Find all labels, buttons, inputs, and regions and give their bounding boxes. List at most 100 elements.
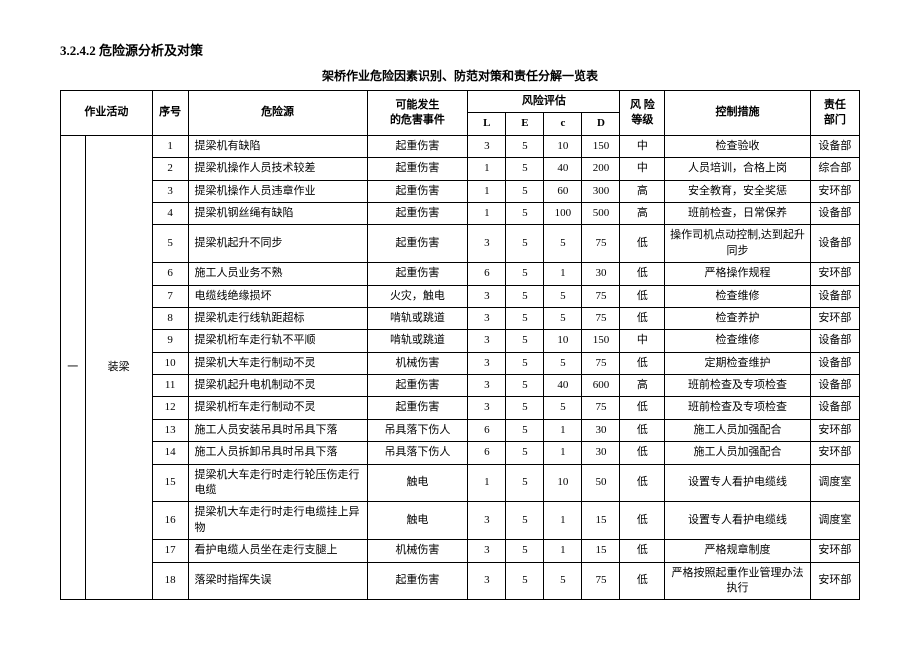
cell-D: 150 xyxy=(582,330,620,352)
cell-L: 6 xyxy=(468,419,506,441)
cell-L: 3 xyxy=(468,502,506,540)
cell-level: 低 xyxy=(620,562,665,600)
cell-event: 起重伤害 xyxy=(367,202,468,224)
cell-event: 起重伤害 xyxy=(367,135,468,157)
cell-level: 低 xyxy=(620,442,665,464)
cell-seq: 4 xyxy=(152,202,188,224)
table-row: 3提梁机操作人员违章作业起重伤害1560300高安全教育，安全奖惩安环部 xyxy=(61,180,860,202)
cell-event: 起重伤害 xyxy=(367,562,468,600)
cell-L: 3 xyxy=(468,562,506,600)
cell-L: 1 xyxy=(468,158,506,180)
cell-dept: 安环部 xyxy=(810,307,859,329)
cell-seq: 14 xyxy=(152,442,188,464)
cell-control: 施工人员加强配合 xyxy=(665,442,810,464)
cell-seq: 17 xyxy=(152,540,188,562)
cell-hazard: 施工人员拆卸吊具时吊具下落 xyxy=(188,442,367,464)
cell-E: 5 xyxy=(506,225,544,263)
cell-event: 起重伤害 xyxy=(367,180,468,202)
th-control: 控制措施 xyxy=(665,91,810,136)
table-row: 17看护电缆人员坐在走行支腿上机械伤害35115低严格规章制度安环部 xyxy=(61,540,860,562)
cell-hazard: 提梁机起升电机制动不灵 xyxy=(188,375,367,397)
cell-seq: 5 xyxy=(152,225,188,263)
cell-seq: 15 xyxy=(152,464,188,502)
cell-event: 起重伤害 xyxy=(367,397,468,419)
cell-D: 30 xyxy=(582,263,620,285)
hazard-table: 作业活动 序号 危险源 可能发生的危害事件 风险评估 风 险等级 控制措施 责任… xyxy=(60,90,860,600)
cell-c: 5 xyxy=(544,307,582,329)
cell-D: 30 xyxy=(582,442,620,464)
th-risk-level: 风 险等级 xyxy=(620,91,665,136)
cell-L: 6 xyxy=(468,442,506,464)
cell-L: 3 xyxy=(468,135,506,157)
cell-seq: 1 xyxy=(152,135,188,157)
cell-dept: 设备部 xyxy=(810,285,859,307)
cell-hazard: 提梁机操作人员技术较差 xyxy=(188,158,367,180)
cell-level: 低 xyxy=(620,352,665,374)
cell-D: 300 xyxy=(582,180,620,202)
cell-dept: 调度室 xyxy=(810,502,859,540)
cell-control: 检查维修 xyxy=(665,330,810,352)
table-row: 5提梁机起升不同步起重伤害35575低操作司机点动控制,达到起升同步设备部 xyxy=(61,225,860,263)
cell-D: 600 xyxy=(582,375,620,397)
th-seq: 序号 xyxy=(152,91,188,136)
cell-E: 5 xyxy=(506,158,544,180)
cell-L: 3 xyxy=(468,225,506,263)
table-row: 16提梁机大车走行时走行电缆挂上异物触电35115低设置专人看护电缆线调度室 xyxy=(61,502,860,540)
cell-E: 5 xyxy=(506,464,544,502)
cell-c: 5 xyxy=(544,225,582,263)
cell-c: 5 xyxy=(544,562,582,600)
cell-D: 75 xyxy=(582,397,620,419)
cell-dept: 安环部 xyxy=(810,419,859,441)
cell-E: 5 xyxy=(506,285,544,307)
cell-L: 1 xyxy=(468,202,506,224)
cell-L: 3 xyxy=(468,330,506,352)
cell-hazard: 施工人员业务不熟 xyxy=(188,263,367,285)
section-title: 危险源分析及对策 xyxy=(99,43,203,58)
cell-c: 1 xyxy=(544,442,582,464)
table-row: 7电缆线绝缘损坏火灾，触电35575低检查维修设备部 xyxy=(61,285,860,307)
cell-control: 检查维修 xyxy=(665,285,810,307)
cell-c: 1 xyxy=(544,540,582,562)
cell-level: 低 xyxy=(620,464,665,502)
cell-seq: 10 xyxy=(152,352,188,374)
cell-control: 班前检查及专项检查 xyxy=(665,397,810,419)
cell-E: 5 xyxy=(506,202,544,224)
cell-D: 15 xyxy=(582,540,620,562)
th-L: L xyxy=(468,113,506,135)
cell-level: 低 xyxy=(620,502,665,540)
cell-level: 低 xyxy=(620,419,665,441)
cell-control: 设置专人看护电缆线 xyxy=(665,464,810,502)
th-event: 可能发生的危害事件 xyxy=(367,91,468,136)
section-number: 3.2.4.2 xyxy=(60,43,96,58)
cell-control: 严格操作规程 xyxy=(665,263,810,285)
cell-hazard: 提梁机大车走行制动不灵 xyxy=(188,352,367,374)
cell-D: 75 xyxy=(582,285,620,307)
cell-L: 6 xyxy=(468,263,506,285)
cell-hazard: 提梁机大车走行时走行电缆挂上异物 xyxy=(188,502,367,540)
th-activity: 作业活动 xyxy=(61,91,153,136)
cell-control: 检查验收 xyxy=(665,135,810,157)
cell-E: 5 xyxy=(506,502,544,540)
cell-dept: 综合部 xyxy=(810,158,859,180)
table-row: 8提梁机走行线轨距超标啃轨或跳道35575低检查养护安环部 xyxy=(61,307,860,329)
table-title: 架桥作业危险因素识别、防范对策和责任分解一览表 xyxy=(60,67,860,84)
th-D: D xyxy=(582,113,620,135)
cell-seq: 11 xyxy=(152,375,188,397)
cell-D: 75 xyxy=(582,225,620,263)
cell-dept: 调度室 xyxy=(810,464,859,502)
cell-E: 5 xyxy=(506,180,544,202)
cell-seq: 9 xyxy=(152,330,188,352)
cell-D: 150 xyxy=(582,135,620,157)
cell-c: 5 xyxy=(544,285,582,307)
cell-event: 啃轨或跳道 xyxy=(367,330,468,352)
cell-level: 低 xyxy=(620,397,665,419)
table-row: 15提梁机大车走行时走行轮压伤走行电缆触电151050低设置专人看护电缆线调度室 xyxy=(61,464,860,502)
cell-dept: 设备部 xyxy=(810,352,859,374)
cell-event: 起重伤害 xyxy=(367,158,468,180)
cell-dept: 安环部 xyxy=(810,442,859,464)
cell-hazard: 落梁时指挥失误 xyxy=(188,562,367,600)
cell-hazard: 提梁机起升不同步 xyxy=(188,225,367,263)
cell-c: 10 xyxy=(544,135,582,157)
cell-dept: 设备部 xyxy=(810,397,859,419)
cell-D: 30 xyxy=(582,419,620,441)
